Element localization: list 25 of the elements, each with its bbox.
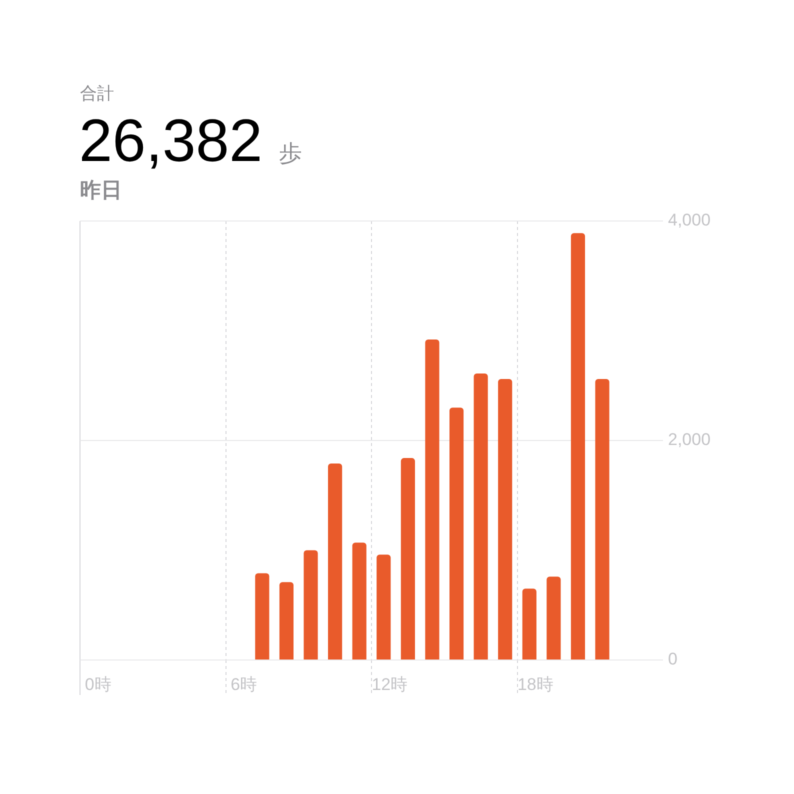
chart-subtitle: 昨日	[80, 178, 122, 204]
bar	[304, 550, 318, 660]
bar	[352, 542, 366, 660]
x-tick-label: 0時	[84, 674, 112, 694]
bar	[279, 582, 294, 660]
bar	[570, 233, 586, 660]
text: 合計	[80, 84, 114, 104]
bar	[425, 340, 440, 660]
bar	[474, 374, 488, 660]
y-tick-label: 0	[668, 650, 678, 669]
bar	[376, 554, 391, 660]
x-tick-label: 12時	[372, 674, 408, 694]
bar	[400, 458, 415, 660]
chart-title: 26,382 歩	[79, 107, 302, 174]
bar	[498, 379, 512, 660]
bar	[328, 464, 342, 660]
y-tick-label: 4,000	[668, 210, 711, 230]
bar	[522, 588, 536, 660]
x-tick-label: 18時	[517, 674, 554, 694]
bar	[449, 408, 464, 660]
bar	[546, 576, 561, 660]
x-tick-label: 6時	[230, 674, 258, 694]
bar	[255, 573, 270, 660]
bar	[595, 379, 610, 660]
y-tick-label: 2,000	[668, 430, 711, 450]
